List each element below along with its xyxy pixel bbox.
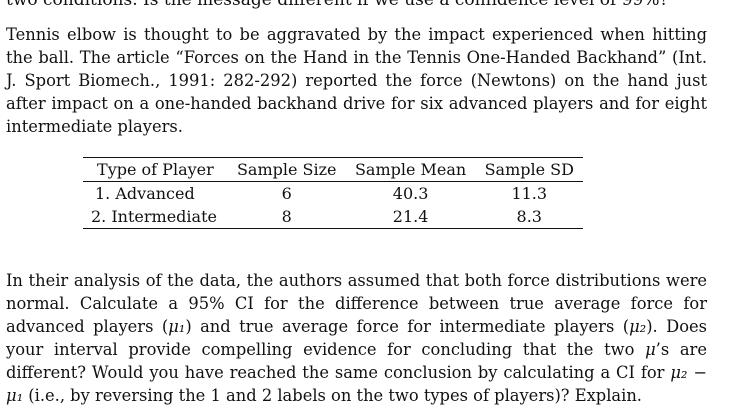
cut-off-previous-line: two conditions. Is the message different… <box>6 0 669 10</box>
question-text-part2: ) and true average force for intermediat… <box>185 317 630 336</box>
mu-symbol: μ <box>645 340 656 359</box>
header-sample-sd: Sample SD <box>484 160 574 179</box>
question-text-part1: In their analysis of the data, the autho… <box>6 271 707 336</box>
problem-question-paragraph: In their analysis of the data, the autho… <box>6 269 707 407</box>
mu-difference-expression: μ₂ − μ₁ <box>6 363 707 405</box>
cell-sample-mean: 21.4 <box>392 207 429 226</box>
table-header-row: Type of Player Sample Size Sample Mean S… <box>83 157 583 182</box>
question-text-part5: (i.e., by reversing the 1 and 2 labels o… <box>23 386 642 405</box>
question-text-part3: ). Does your interval provide compelling… <box>6 317 707 359</box>
header-sample-mean: Sample Mean <box>354 160 467 179</box>
cell-sample-sd: 11.3 <box>511 184 548 203</box>
mu1-symbol: μ₁ <box>168 317 186 336</box>
header-sample-size: Sample Size <box>236 160 337 179</box>
problem-intro-paragraph: Tennis elbow is thought to be aggravated… <box>6 25 707 136</box>
table-row: 1. Advanced 6 40.3 11.3 <box>83 182 583 206</box>
cell-sample-size: 8 <box>281 207 292 226</box>
player-force-table: Type of Player Sample Size Sample Mean S… <box>83 157 583 229</box>
cell-sample-sd: 8.3 <box>516 207 542 226</box>
mu2-symbol: μ₂ <box>629 317 647 336</box>
cell-sample-size: 6 <box>281 184 292 203</box>
cell-player-type: 1. Advanced <box>95 184 195 203</box>
cell-sample-mean: 40.3 <box>392 184 429 203</box>
cell-player-type: 2. Intermediate <box>91 207 217 226</box>
question-text-part4: ’s are different? Would you have reached… <box>6 340 707 382</box>
header-type-of-player: Type of Player <box>97 160 214 179</box>
table-row: 2. Intermediate 8 21.4 8.3 <box>83 205 583 229</box>
